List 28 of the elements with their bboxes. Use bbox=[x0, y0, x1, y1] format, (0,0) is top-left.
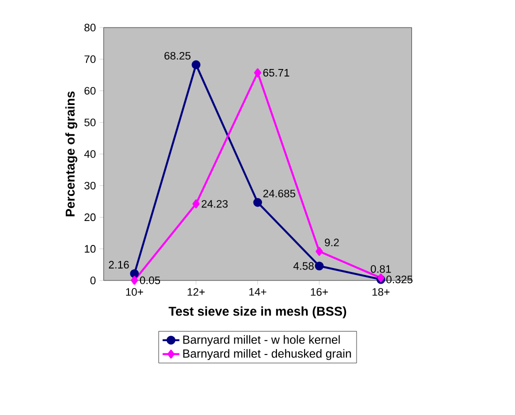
data-label: 65.71 bbox=[263, 68, 290, 76]
data-label: 68.25 bbox=[164, 52, 190, 60]
y-tick-label: 10 bbox=[84, 244, 96, 253]
x-tick-label: 10+ bbox=[126, 288, 144, 296]
x-tick-label: 18+ bbox=[372, 288, 390, 296]
y-tick-label: 20 bbox=[84, 213, 96, 221]
y-axis-title: Percentage of grains bbox=[65, 91, 78, 216]
legend-label: Barnyard millet - w hole kernel bbox=[183, 335, 340, 346]
data-label: 0.05 bbox=[140, 276, 160, 284]
data-label: 0.81 bbox=[370, 265, 391, 273]
x-tick-label: 16+ bbox=[310, 288, 328, 296]
y-tick-label: 50 bbox=[84, 118, 96, 126]
data-label: 2.16 bbox=[108, 260, 129, 268]
y-tick-label: 0 bbox=[90, 276, 96, 284]
data-label: 24.23 bbox=[202, 200, 228, 208]
y-tick-label: 70 bbox=[84, 55, 96, 63]
y-tick-label: 60 bbox=[84, 86, 96, 94]
x-tick-label: 12+ bbox=[188, 288, 205, 296]
data-label: 0.325 bbox=[386, 276, 412, 284]
y-tick-label: 40 bbox=[84, 150, 96, 158]
data-label: 9.2 bbox=[324, 238, 339, 246]
y-tick-label: 30 bbox=[84, 182, 96, 190]
legend-label: Barnyard millet - dehusked grain bbox=[183, 348, 351, 360]
x-axis-title: Test sieve size in mesh (BSS) bbox=[168, 306, 346, 318]
data-label: 4.58 bbox=[293, 262, 314, 270]
data-label: 24.685 bbox=[263, 190, 296, 198]
y-tick-label: 80 bbox=[84, 24, 96, 32]
x-tick-label: 14+ bbox=[249, 288, 266, 296]
